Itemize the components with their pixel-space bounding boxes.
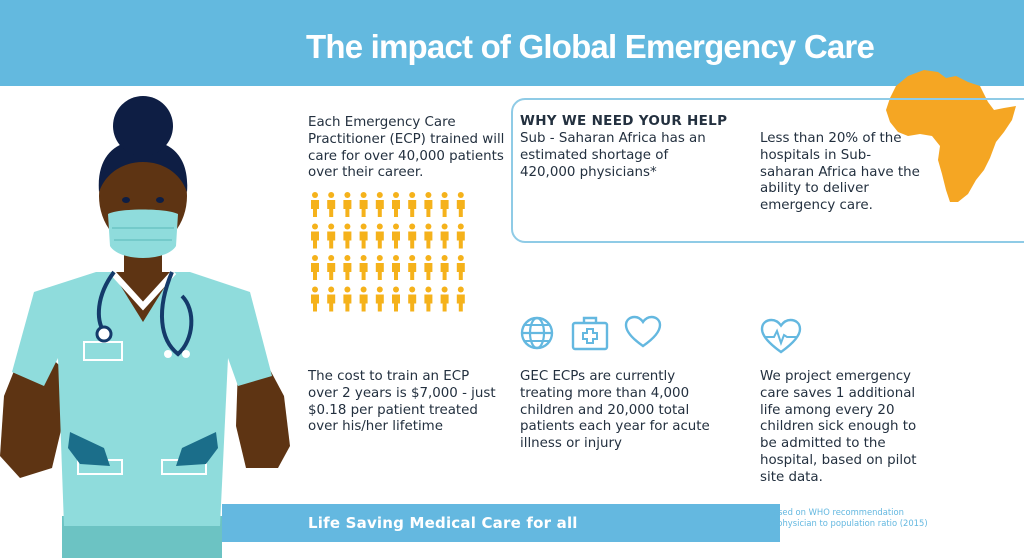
cost-text: The cost to train an ECP over 2 years is… bbox=[308, 369, 496, 435]
person-icon bbox=[327, 223, 336, 249]
person-icon bbox=[311, 255, 319, 280]
person-icon bbox=[456, 286, 465, 312]
person-icon bbox=[424, 223, 433, 249]
person-icon bbox=[440, 255, 449, 280]
person-icon bbox=[311, 286, 319, 312]
header-band bbox=[0, 0, 1024, 86]
person-icon bbox=[343, 223, 352, 249]
person-icon bbox=[359, 255, 368, 280]
heartbeat-icon bbox=[760, 318, 802, 354]
person-icon bbox=[343, 192, 352, 217]
person-icon bbox=[392, 286, 400, 312]
help-heading: WHY WE NEED YOUR HELP bbox=[520, 113, 728, 129]
person-icon bbox=[424, 255, 433, 280]
footnote-line-1: *Based on WHO recommendation bbox=[763, 507, 904, 517]
globe-icon bbox=[520, 316, 554, 350]
nurse-illustration bbox=[0, 96, 290, 558]
ecp-care-text: Each Emergency Care Practitioner (ECP) t… bbox=[308, 115, 505, 181]
footnote-line-2: for physician to population ratio (2015) bbox=[763, 518, 928, 528]
shortage-text: Sub - Saharan Africa has an estimated sh… bbox=[520, 131, 706, 180]
person-icon bbox=[456, 223, 465, 249]
footnote: *Based on WHO recommendation for physici… bbox=[763, 507, 928, 529]
page-title: The impact of Global Emergency Care bbox=[306, 28, 875, 65]
person-icon bbox=[327, 192, 336, 217]
person-icon bbox=[424, 192, 433, 217]
person-icon bbox=[375, 223, 384, 249]
person-icon bbox=[408, 223, 417, 249]
person-icon bbox=[375, 192, 384, 217]
person-icon bbox=[359, 286, 368, 312]
person-icon bbox=[311, 192, 319, 217]
people-pictogram bbox=[310, 190, 475, 315]
person-icon bbox=[311, 223, 319, 249]
heart-icon bbox=[624, 315, 662, 348]
person-icon bbox=[424, 286, 433, 312]
project-text: We project emergency care saves 1 additi… bbox=[760, 369, 917, 485]
person-icon bbox=[440, 192, 449, 217]
person-icon bbox=[440, 223, 449, 249]
person-icon bbox=[392, 223, 400, 249]
person-icon bbox=[359, 192, 368, 217]
medical-kit-icon bbox=[571, 316, 609, 351]
treating-text: GEC ECPs are currently treating more tha… bbox=[520, 369, 710, 452]
person-icon bbox=[392, 192, 400, 217]
person-icon bbox=[343, 286, 352, 312]
person-icon bbox=[456, 255, 465, 280]
tagline-band bbox=[222, 504, 780, 542]
person-icon bbox=[327, 255, 336, 280]
person-icon bbox=[456, 192, 465, 217]
person-icon bbox=[343, 255, 352, 280]
person-icon bbox=[375, 255, 384, 280]
person-icon bbox=[375, 286, 384, 312]
person-icon bbox=[408, 286, 417, 312]
person-icon bbox=[408, 255, 417, 280]
person-icon bbox=[408, 192, 417, 217]
person-icon bbox=[392, 255, 400, 280]
tagline: Life Saving Medical Care for all bbox=[308, 514, 578, 532]
person-icon bbox=[440, 286, 449, 312]
person-icon bbox=[327, 286, 336, 312]
hospitals-text: Less than 20% of the hospitals in Sub-sa… bbox=[760, 131, 920, 214]
africa-map-icon bbox=[886, 70, 1016, 202]
help-box bbox=[511, 98, 1024, 243]
person-icon bbox=[359, 223, 368, 249]
